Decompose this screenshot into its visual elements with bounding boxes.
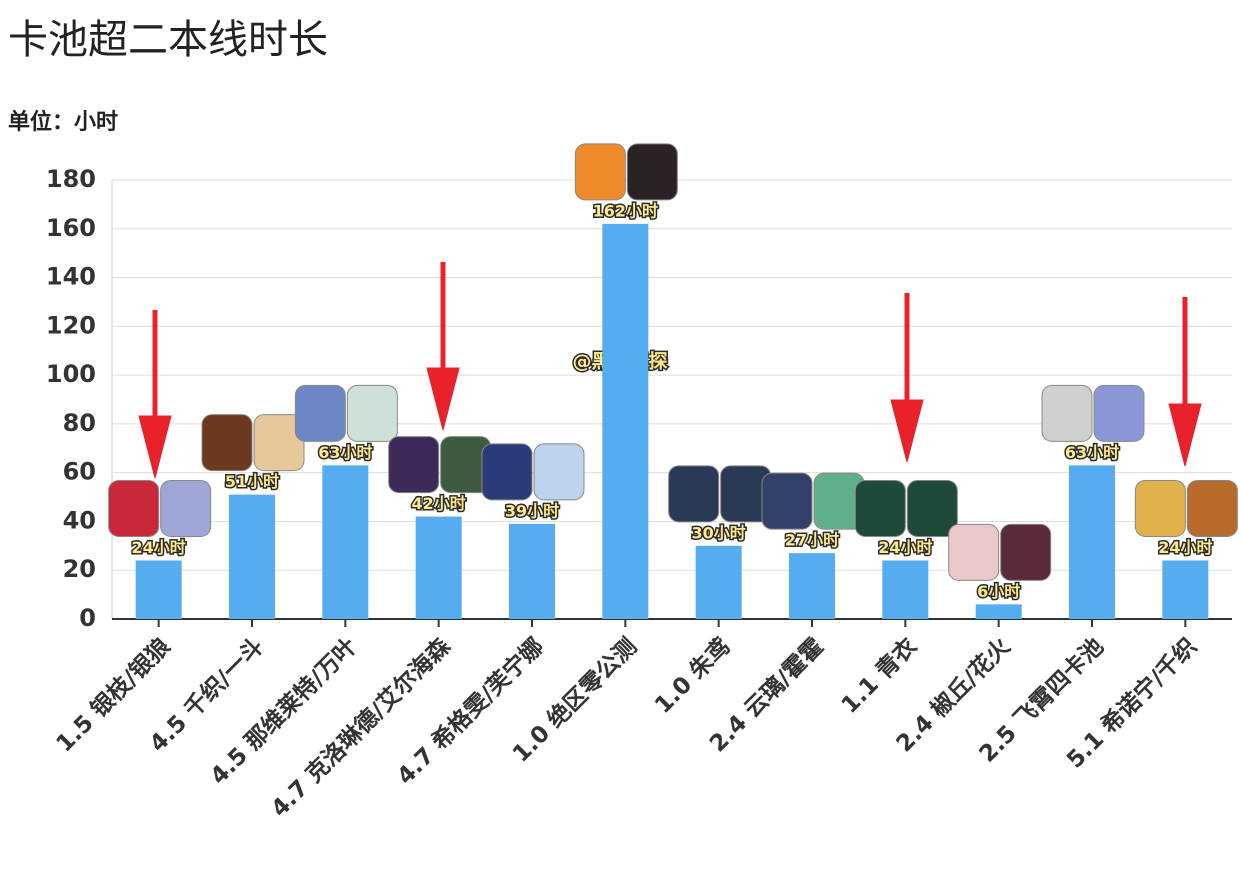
y-tick-label: 0 xyxy=(79,604,96,632)
bar xyxy=(322,465,369,619)
value-label: 30小时 xyxy=(692,523,746,542)
value-label: 6小时 xyxy=(977,582,1020,601)
value-label: 63小时 xyxy=(318,443,372,462)
bar xyxy=(415,516,462,619)
value-label: 27小时 xyxy=(785,531,839,550)
y-tick-label: 100 xyxy=(46,360,96,388)
avatar xyxy=(626,143,678,201)
value-label: 24小时 xyxy=(132,538,186,557)
avatar xyxy=(481,443,533,501)
y-tick-label: 140 xyxy=(46,263,96,291)
chart-subtitle: 单位：小时 xyxy=(8,109,118,135)
bar xyxy=(975,604,1022,619)
bar xyxy=(135,560,182,619)
y-tick-label: 80 xyxy=(63,409,96,437)
x-tick-label: 4.7 克洛琳德/艾尔海森 xyxy=(266,632,456,822)
avatar xyxy=(1186,479,1238,537)
y-tick-label: 60 xyxy=(63,458,96,486)
avatar xyxy=(108,479,160,537)
value-label: 39小时 xyxy=(505,501,559,520)
y-tick-label: 180 xyxy=(46,165,96,193)
arrows xyxy=(138,262,1202,479)
x-tick-label: 1.1 青衣 xyxy=(836,633,922,719)
value-label: 51小时 xyxy=(225,472,279,491)
avatar xyxy=(1134,479,1186,537)
y-tick-label: 20 xyxy=(63,555,96,583)
y-tick-label: 40 xyxy=(63,506,96,534)
bar xyxy=(509,523,555,619)
x-tick-label: 1.0 朱鸢 xyxy=(649,633,735,719)
avatar xyxy=(294,384,346,442)
arrow-head xyxy=(890,399,924,463)
value-label: 42小时 xyxy=(412,494,466,513)
bar xyxy=(602,223,649,619)
bar xyxy=(882,560,929,619)
value-label: 24小时 xyxy=(878,538,932,557)
bar xyxy=(695,545,742,619)
avatar xyxy=(761,472,813,530)
avatar xyxy=(160,479,212,537)
avatar xyxy=(1000,523,1052,581)
avatar xyxy=(1093,384,1145,442)
y-tick-label: 160 xyxy=(46,214,96,242)
bar xyxy=(789,553,835,619)
arrow-head xyxy=(1168,403,1202,467)
avatar xyxy=(574,143,626,201)
avatar xyxy=(346,384,398,442)
avatar xyxy=(388,436,440,494)
chart-title: 卡池超二本线时长 xyxy=(8,17,328,63)
avatar xyxy=(1041,384,1093,442)
avatar xyxy=(533,443,585,501)
arrow-head xyxy=(426,367,460,431)
arrow-head xyxy=(138,415,172,479)
bar xyxy=(1069,465,1115,619)
avatar xyxy=(906,479,958,537)
y-tick-label: 120 xyxy=(46,311,96,339)
avatar xyxy=(253,414,305,472)
value-label: 162小时 xyxy=(593,201,658,220)
value-label: 63小时 xyxy=(1065,443,1119,462)
bar xyxy=(229,494,275,619)
avatar xyxy=(668,465,720,523)
avatar xyxy=(948,523,1000,581)
bar xyxy=(1162,560,1209,619)
value-label: 24小时 xyxy=(1158,538,1212,557)
avatar xyxy=(854,479,906,537)
avatar xyxy=(201,414,253,472)
